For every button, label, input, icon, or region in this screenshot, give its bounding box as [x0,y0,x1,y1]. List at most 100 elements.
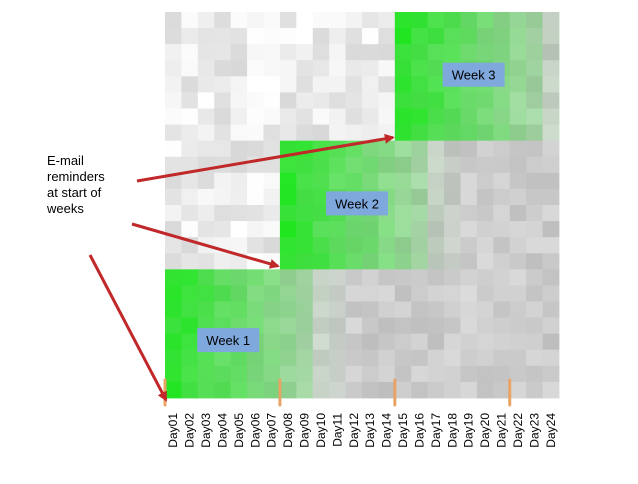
heatmap-cell [476,317,494,335]
heatmap-cell [444,365,461,383]
heatmap-cell [378,349,396,367]
heatmap-cell [542,92,560,109]
heatmap-cell [263,333,281,351]
heatmap-cell [444,333,461,351]
heatmap-cell [296,253,314,270]
heatmap-cell [296,156,314,174]
heatmap-cell [493,301,511,318]
heatmap-cell [411,188,429,206]
heatmap-cell [345,381,363,399]
heatmap-cell [279,92,297,109]
heatmap-cell [542,301,560,318]
heatmap-cell [394,205,412,222]
heatmap-cell [247,237,264,254]
heatmap-cell [165,76,182,93]
heatmap-cell [411,76,429,93]
x-tick-label: Day11 [330,413,344,447]
heatmap-cell [329,124,346,142]
heatmap-cell [230,269,248,286]
heatmap-cell [312,221,330,238]
heatmap-cell [230,205,248,222]
heatmap-cell [214,301,232,318]
heatmap-cell [509,333,527,351]
heatmap-cell [378,12,396,29]
heatmap-cell [165,156,182,174]
heatmap-cell [460,12,478,29]
heatmap-cell [214,60,232,77]
heatmap-cell [394,12,412,29]
heatmap-cell [181,12,199,29]
heatmap-cell [279,12,297,29]
heatmap-cell [444,221,461,238]
heatmap-cell [296,172,314,190]
heatmap-cell [279,76,297,93]
heatmap-cell [214,365,232,383]
heatmap-cell [378,285,396,302]
heatmap-cell [526,365,543,383]
heatmap-cell [427,317,445,335]
heatmap-cell [526,76,543,93]
annotation-line: E-mail [47,153,84,168]
heatmap-cell [460,349,478,367]
heatmap-cell [197,285,215,302]
heatmap-cell [444,269,461,286]
heatmap-cell [526,108,543,125]
heatmap-cell [230,285,248,302]
heatmap-cell [181,333,199,351]
heatmap-cell [427,172,445,190]
heatmap-cell [345,349,363,367]
heatmap-cell [329,285,346,302]
heatmap-cell [509,188,527,206]
heatmap-cell [411,381,429,399]
heatmap-cell [427,269,445,286]
reminder-arrow [136,133,395,183]
heatmap-cell [165,285,182,302]
heatmap-cell [312,349,330,367]
heatmap-cell [526,317,543,335]
week-label: Week 2 [335,196,379,211]
heatmap-cell [345,156,363,174]
heatmap-cell [197,253,215,270]
heatmap-cell [263,365,281,383]
heatmap-cell [362,76,379,93]
heatmap-cell [197,92,215,109]
heatmap-cell [362,317,379,335]
heatmap-cell [312,92,330,109]
heatmap-cell [263,12,281,29]
heatmap-cell [165,60,182,77]
heatmap-cell [526,205,543,222]
heatmap-cell [247,285,264,302]
x-tick-label: Day06 [248,413,262,448]
heatmap-cell [312,12,330,29]
heatmap-cell [427,237,445,254]
heatmap-cell [526,301,543,318]
heatmap-cell [460,365,478,383]
heatmap-cell [247,188,264,206]
heatmap-cell [279,44,297,61]
heatmap-cell [197,28,215,45]
x-tick-label: Day07 [265,413,279,448]
heatmap-cell [165,108,182,125]
heatmap-cell [476,188,494,206]
heatmap-cell [296,365,314,383]
heatmap-cell [411,44,429,61]
heatmap-cell [411,156,429,174]
heatmap-cell [427,333,445,351]
heatmap-cell [542,140,560,158]
heatmap-cell [312,188,330,206]
x-tick-label: Day08 [281,413,295,448]
heatmap-cell [329,349,346,367]
heatmap-cell [247,124,264,142]
heatmap-cell [542,124,560,142]
annotation-line: reminders [47,169,105,184]
heatmap-cell [181,156,199,174]
heatmap-cell [165,188,182,206]
heatmap-cell [279,156,297,174]
heatmap-cell [460,221,478,238]
heatmap-cell [542,333,560,351]
heatmap-cell [542,205,560,222]
heatmap-cell [427,124,445,142]
heatmap-cell [378,317,396,335]
heatmap-cell [181,221,199,238]
heatmap-cell [296,381,314,399]
